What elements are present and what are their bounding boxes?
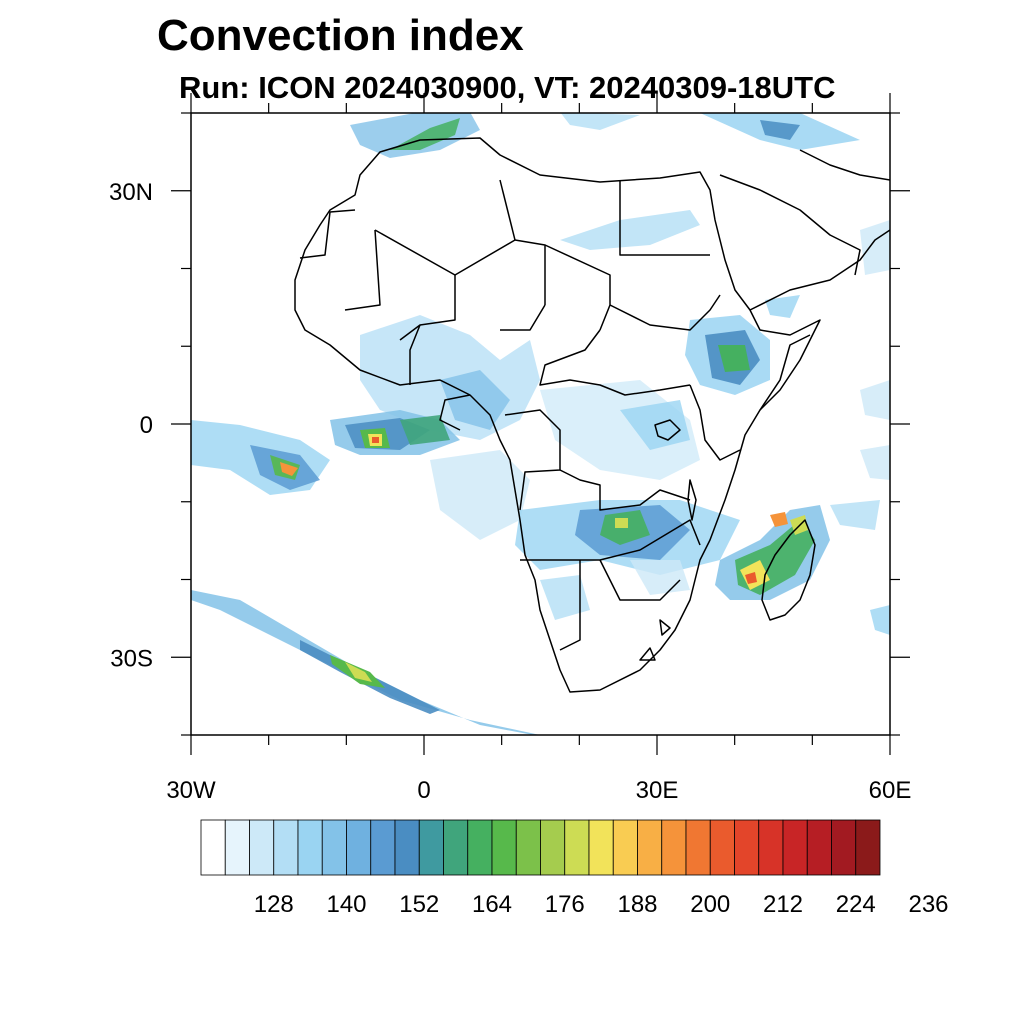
map-ticks [171,93,910,755]
colorbar-swatch [467,819,493,876]
colorbar-label: 224 [836,891,876,918]
colorbar-swatch [564,819,590,876]
convection-field [191,113,890,735]
colorbar-swatch [806,819,832,876]
colorbar-swatch [515,819,541,876]
colorbar-swatch [297,819,323,876]
colorbar-swatch [370,819,396,876]
colorbar-label: 128 [254,891,294,918]
map-tick-labels: 30W 0 30E 60E 30N 0 30S [109,179,911,804]
colorbar-swatch [782,819,808,876]
colorbar-swatch [443,819,469,876]
lon-tick-label: 60E [869,777,912,804]
colorbar-swatch [758,819,784,876]
colorbar-swatch [321,819,347,876]
colorbar-swatch [661,819,687,876]
colorbar [200,819,881,876]
colorbar-label: 188 [617,891,657,918]
map-subtitle: Run: ICON 2024030900, VT: 20240309-18UTC [179,70,836,105]
colorbar-swatch [273,819,299,876]
colorbar-swatch [540,819,566,876]
colorbar-swatch [734,819,760,876]
colorbar-swatch [394,819,420,876]
colorbar-swatch [249,819,275,876]
colorbar-swatch [831,819,857,876]
colorbar-swatch [612,819,638,876]
colorbar-swatch [855,819,881,876]
colorbar-swatch [346,819,372,876]
lat-tick-label: 0 [140,412,153,439]
map-title: Convection index [157,11,524,60]
lon-tick-label: 0 [417,777,430,804]
coastlines-borders [294,137,890,693]
colorbar-label: 212 [763,891,803,918]
colorbar-label: 176 [545,891,585,918]
colorbar-swatch [637,819,663,876]
colorbar-swatch [418,819,444,876]
colorbar-swatch [588,819,614,876]
lat-tick-label: 30N [109,179,153,206]
colorbar-label: 200 [690,891,730,918]
colorbar-swatch [224,819,250,876]
colorbar-labels: 128 140 152 164 176 188 200 212 224 236 [254,891,949,918]
colorbar-swatch [709,819,735,876]
colorbar-label: 164 [472,891,512,918]
lon-tick-label: 30W [166,777,216,804]
colorbar-label: 236 [908,891,948,918]
colorbar-swatch [685,819,711,876]
colorbar-swatch [200,819,226,876]
colorbar-label: 140 [326,891,366,918]
lon-tick-label: 30E [636,777,679,804]
lat-tick-label: 30S [110,645,153,672]
colorbar-swatch [491,819,517,876]
colorbar-label: 152 [399,891,439,918]
